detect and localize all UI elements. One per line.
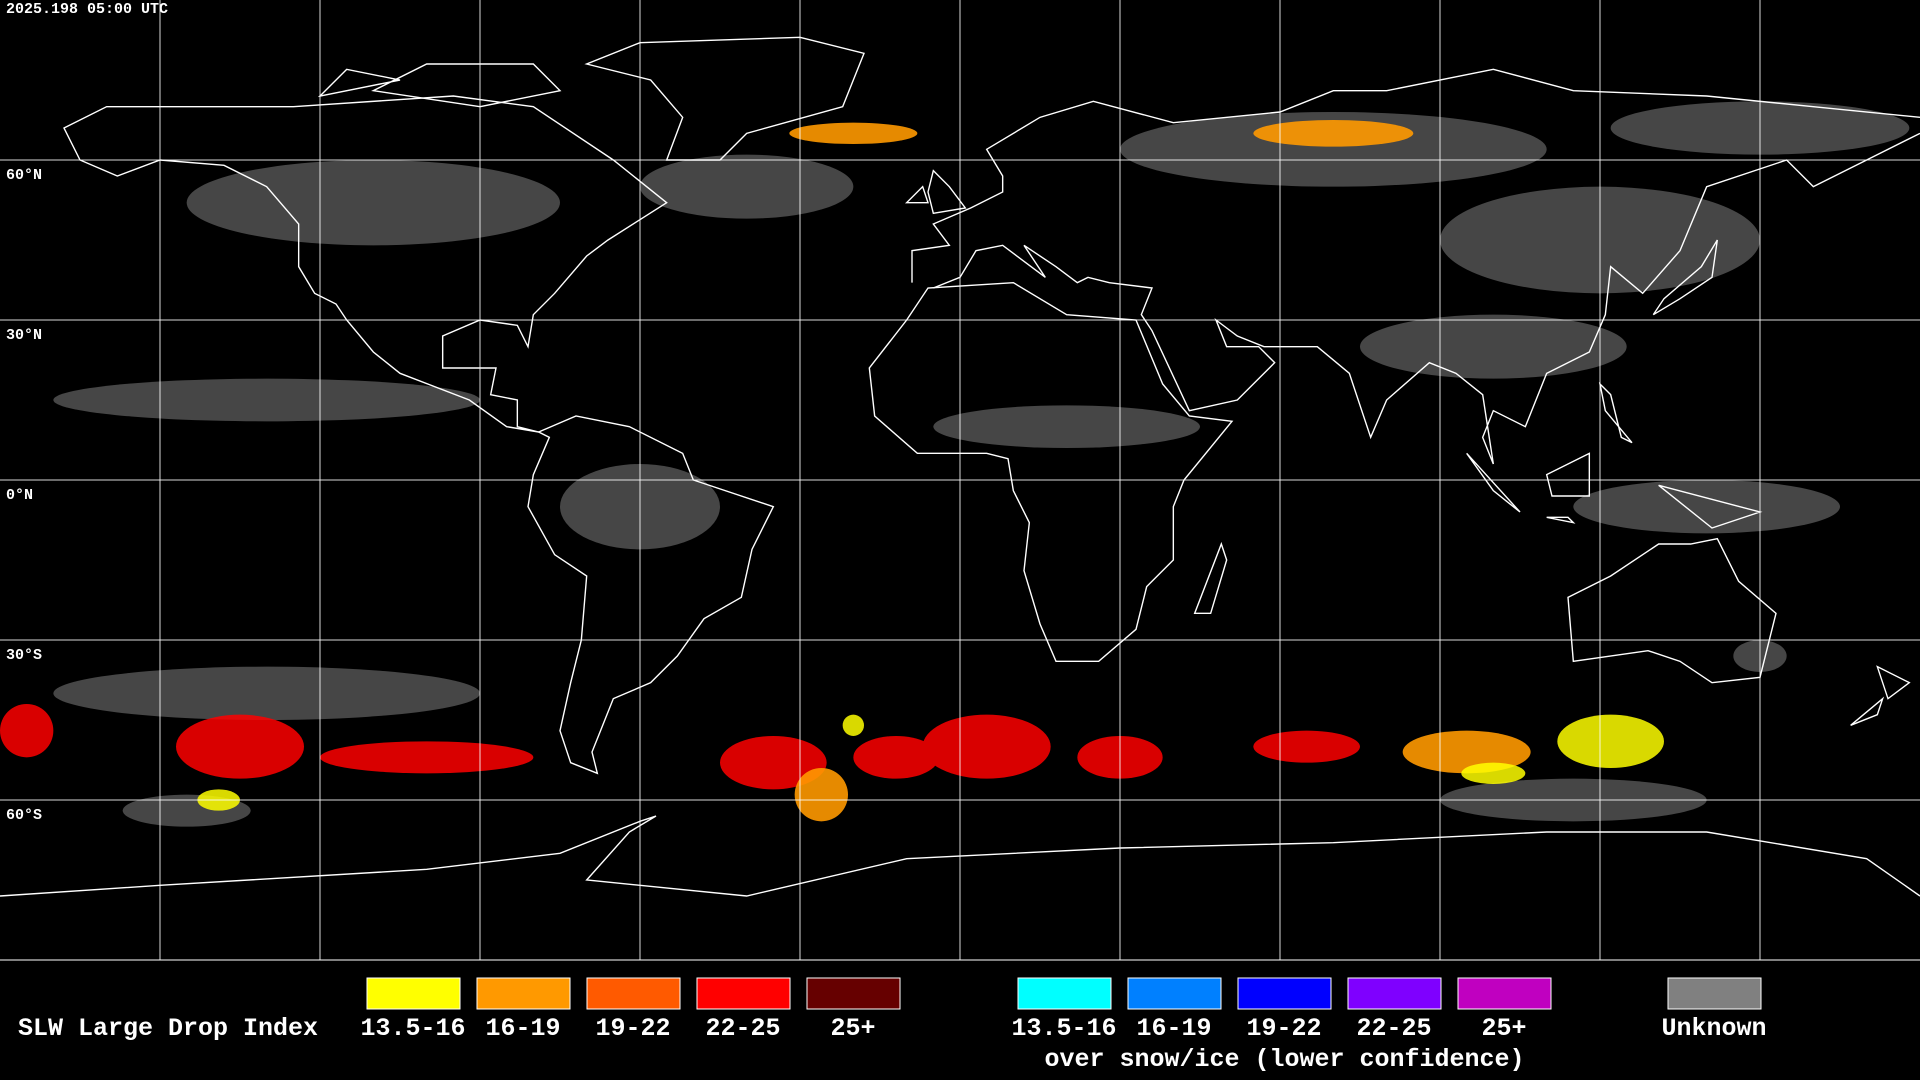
lat-label: 60°N — [6, 167, 42, 184]
legend-label: 19-22 — [1246, 1014, 1321, 1043]
legend-swatch — [1237, 977, 1332, 1010]
legend-swatch — [1127, 977, 1222, 1010]
legend-label: 13.5-16 — [1011, 1014, 1116, 1043]
legend-note: over snow/ice (lower confidence) — [1044, 1045, 1524, 1074]
legend-label: Unknown — [1661, 1014, 1766, 1043]
lat-label: 60°S — [6, 807, 42, 824]
legend-swatch — [1017, 977, 1112, 1010]
legend-swatch — [366, 977, 461, 1010]
timestamp: 2025.198 05:00 UTC — [6, 1, 168, 18]
legend-swatch — [806, 977, 901, 1010]
map: 2025.198 05:00 UTC 60°N 30°N 0°N 30°S 60… — [0, 0, 1920, 960]
lat-label: 30°S — [6, 647, 42, 664]
coastlines — [0, 37, 1920, 896]
legend-label: 22-25 — [705, 1014, 780, 1043]
legend-label: 13.5-16 — [360, 1014, 465, 1043]
legend: SLW Large Drop Index 13.5-16 16-19 19-22 22… — [18, 977, 1767, 1074]
legend-label: 16-19 — [485, 1014, 560, 1043]
legend-swatch — [586, 977, 681, 1010]
graticule — [0, 0, 1920, 960]
legend-label: 25+ — [1481, 1014, 1526, 1043]
legend-label: 19-22 — [595, 1014, 670, 1043]
lat-label: 30°N — [6, 327, 42, 344]
legend-swatch — [1457, 977, 1552, 1010]
legend-label: 16-19 — [1136, 1014, 1211, 1043]
legend-swatch — [1347, 977, 1442, 1010]
legend-label: 22-25 — [1356, 1014, 1431, 1043]
legend-swatch — [476, 977, 571, 1010]
legend-swatch — [1667, 977, 1762, 1010]
legend-label: 25+ — [830, 1014, 875, 1043]
legend-swatch — [696, 977, 791, 1010]
legend-title: SLW Large Drop Index — [18, 1014, 318, 1043]
lat-label: 0°N — [6, 487, 33, 504]
